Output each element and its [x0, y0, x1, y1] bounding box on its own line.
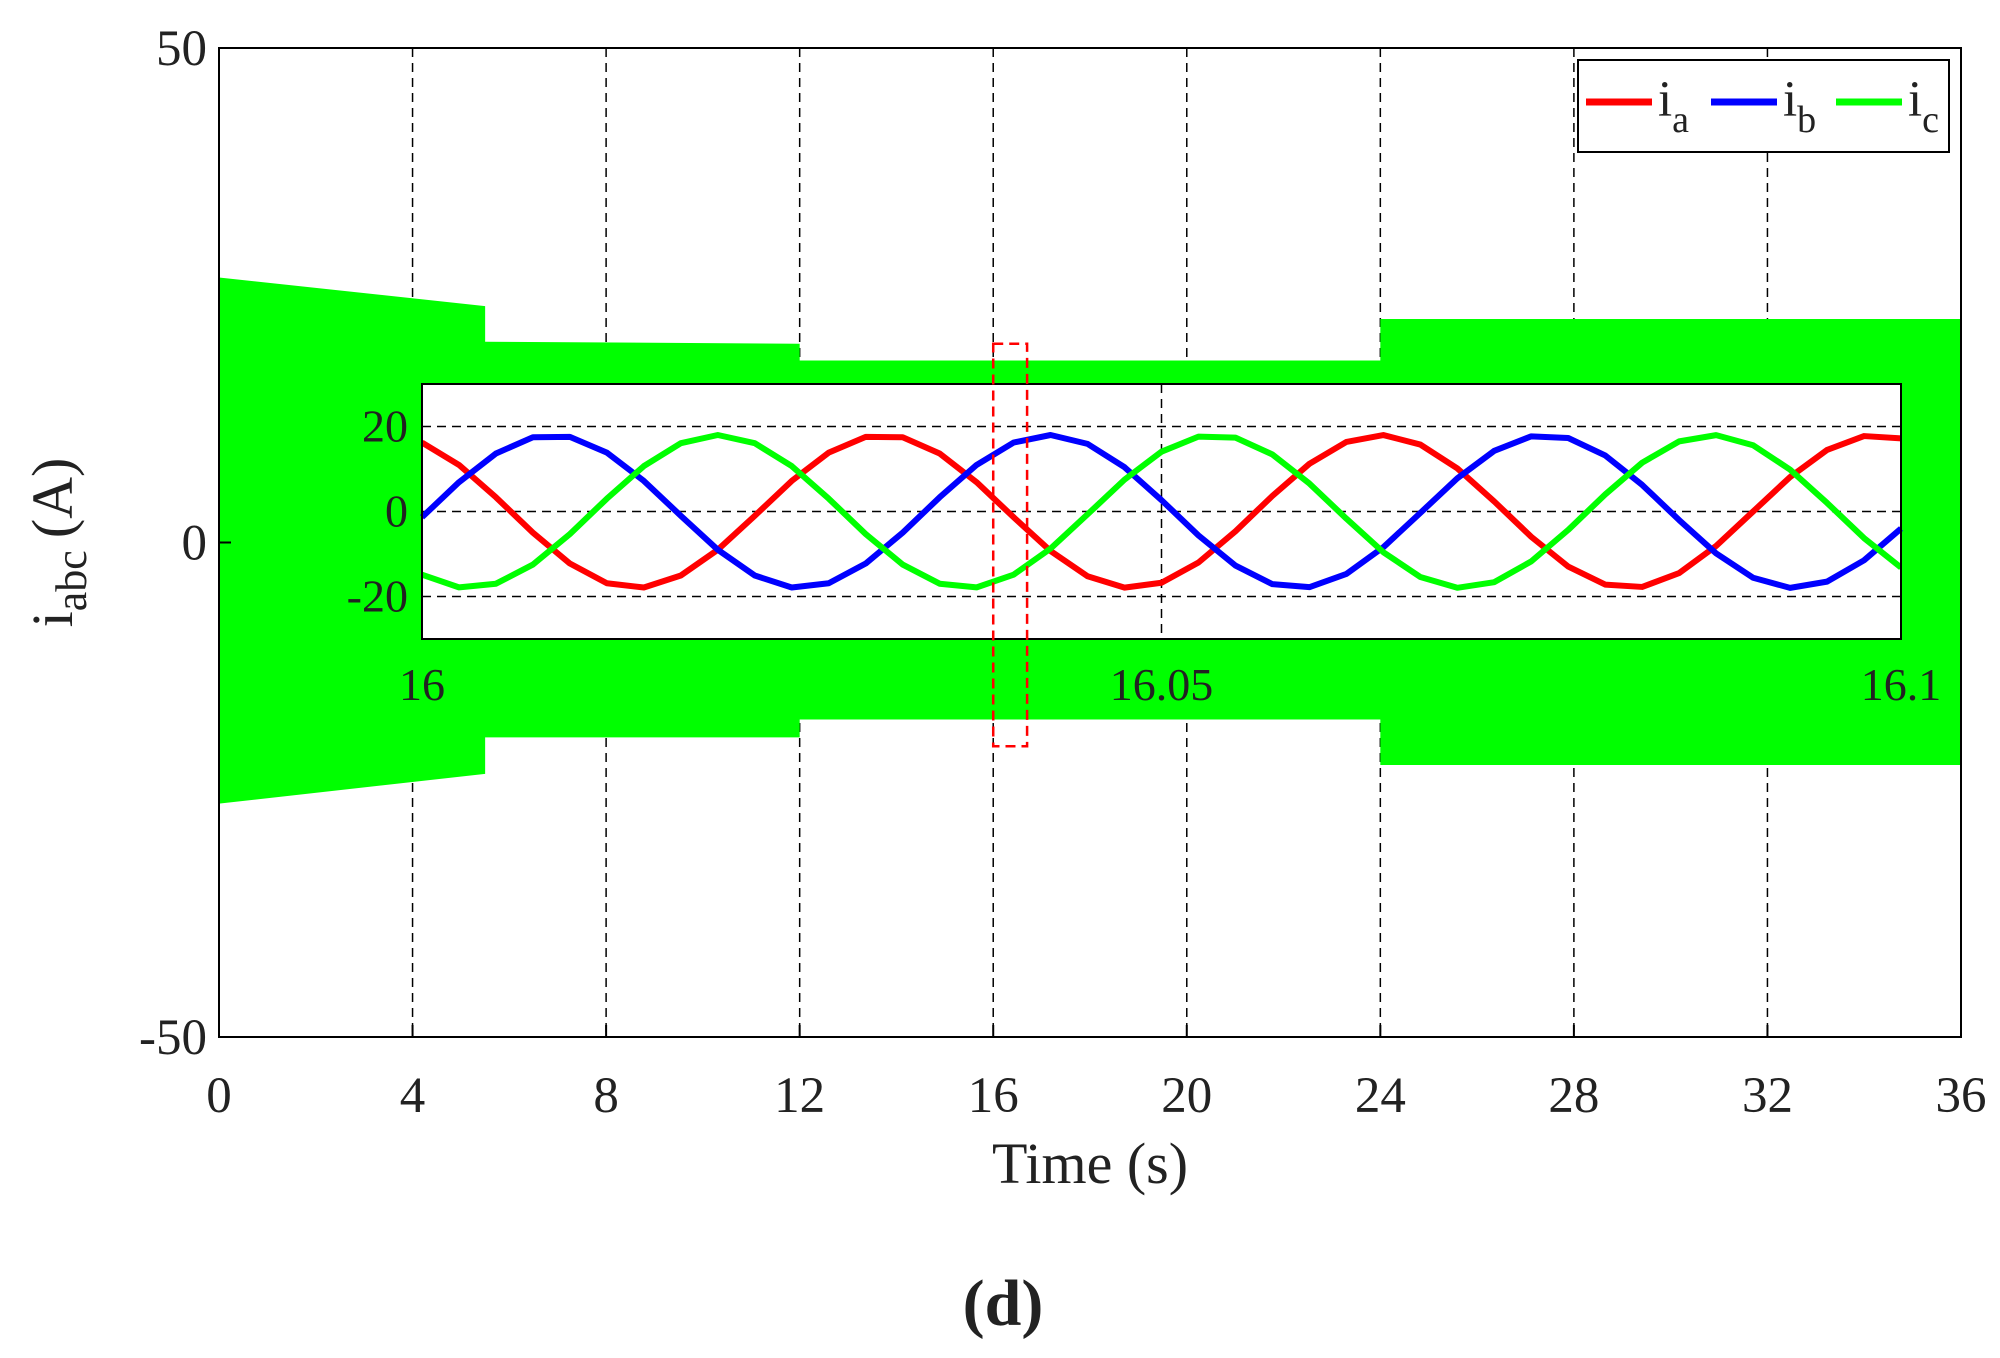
legend-subscript: c [1922, 99, 1939, 141]
x-tick-label: 0 [206, 1068, 232, 1124]
y-label-subscript: abc [47, 550, 96, 611]
legend-symbol: i [1783, 72, 1797, 128]
inset-y-tick-label: 20 [362, 401, 408, 452]
zoom-box [991, 342, 1029, 748]
inset-y-tick-label: 0 [385, 486, 408, 537]
y-tick-label: 50 [156, 21, 207, 77]
y-axis-label: iabc (A) [20, 458, 96, 628]
legend-subscript: b [1797, 99, 1816, 141]
inset-x-tick-label: 16.1 [1861, 659, 1942, 710]
legend-label: ic [1908, 72, 1939, 141]
x-tick-label: 32 [1742, 1068, 1793, 1124]
x-axis-label: Time (s) [992, 1131, 1188, 1196]
x-tick-label: 12 [774, 1068, 825, 1124]
legend-box [1577, 59, 1950, 153]
x-tick-label: 8 [593, 1068, 619, 1124]
inset-x-tick-label: 16.05 [1110, 659, 1214, 710]
x-tick-label: 4 [400, 1068, 426, 1124]
x-tick-label: 16 [968, 1068, 1019, 1124]
current-line [420, 432, 1902, 591]
inset-frame [421, 383, 1902, 640]
x-tick-label: 36 [1936, 1068, 1987, 1124]
legend: ia ib ic [1577, 59, 1950, 153]
x-tick-label: 28 [1548, 1068, 1599, 1124]
x-tick-label: 20 [1161, 1068, 1212, 1124]
legend-label: ib [1783, 72, 1816, 141]
inset-x-tick-label: 16 [399, 659, 445, 710]
y-label-unit: (A) [20, 458, 85, 539]
current-line [421, 432, 1903, 591]
inset-y-tick-label: -20 [347, 571, 408, 622]
y-tick-label: 0 [182, 516, 208, 572]
x-tick-label: 24 [1355, 1068, 1406, 1124]
legend-symbol: i [1908, 72, 1922, 128]
legend-symbol: i [1658, 72, 1672, 128]
caption: (d) [963, 1267, 1044, 1340]
y-label-symbol: i [20, 611, 85, 627]
current-line [419, 432, 1903, 591]
y-tick-label: -50 [139, 1010, 207, 1066]
legend-label: ia [1658, 72, 1689, 141]
legend-subscript: a [1672, 99, 1689, 141]
